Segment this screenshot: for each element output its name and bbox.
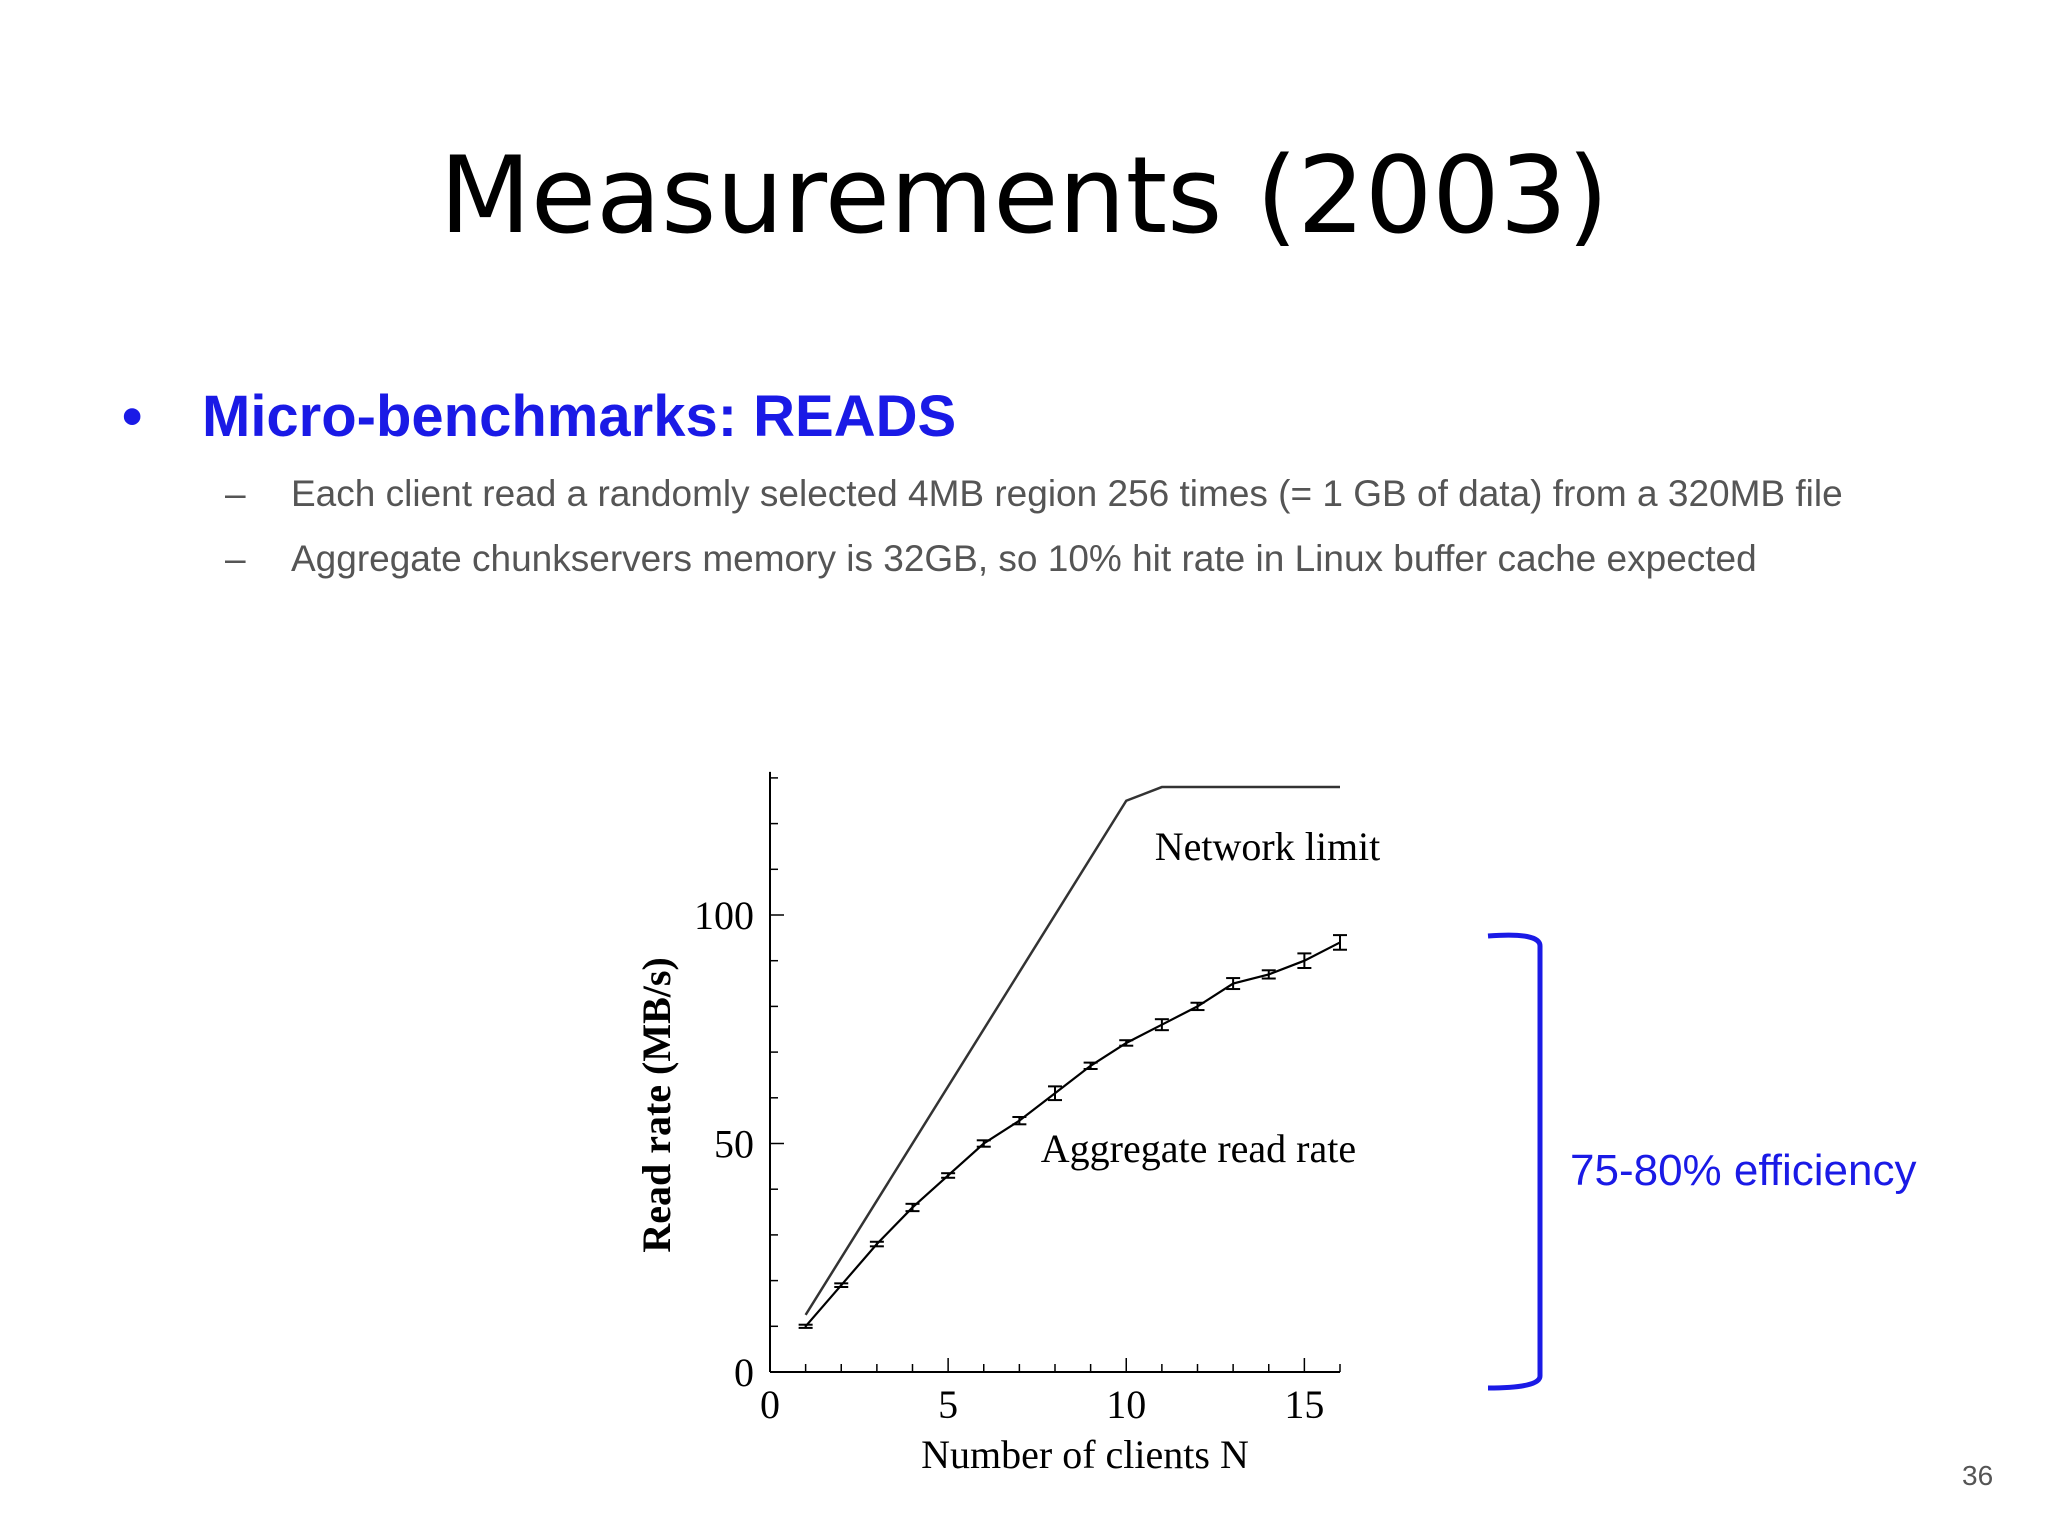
y-tick-label: 100 — [694, 893, 754, 938]
y-tick-label: 0 — [734, 1350, 754, 1395]
sub-dash-2: – — [225, 538, 246, 579]
x-tick-label: 10 — [1106, 1382, 1146, 1427]
efficiency-annotation: 75-80% efficiency — [1570, 1146, 1917, 1195]
chart-series — [798, 785, 1347, 1329]
aggregate-read-rate-label: Aggregate read rate — [1041, 1126, 1356, 1171]
network-limit-label: Network limit — [1155, 824, 1381, 869]
chart-axes — [769, 771, 1341, 1373]
bullet-symbol: • — [122, 384, 143, 449]
chart-labels: 0 50 100 0 5 10 15 Number of clients N Read rate… — [634, 824, 1380, 1477]
sub-dash-1: – — [225, 473, 246, 514]
main-bullet-text: Micro-benchmarks: READS — [202, 384, 957, 449]
slide-title: Measurements (2003) — [439, 134, 1609, 257]
read-rate-chart: 0 50 100 0 5 10 15 Number of clients N Read rate… — [634, 771, 1380, 1477]
aggregate-read-rate-line — [804, 941, 1341, 1328]
x-tick-label: 15 — [1284, 1382, 1324, 1427]
x-tick-label: 5 — [938, 1382, 958, 1427]
sub-bullet-2: – Aggregate chunkservers memory is 32GB, … — [225, 537, 1757, 581]
page-number: 36 — [1962, 1460, 1994, 1491]
bracket-path — [1487, 932, 1543, 1391]
sub-bullet-1: – Each client read a randomly selected 4M… — [225, 472, 1843, 516]
y-tick-label: 50 — [714, 1122, 754, 1167]
x-tick-label: 0 — [760, 1382, 780, 1427]
x-axis-label: Number of clients N — [921, 1432, 1249, 1477]
sub-bullet-1-text: Each client read a randomly selected 4MB… — [291, 473, 1843, 514]
network-limit-line — [804, 785, 1340, 1316]
efficiency-bracket — [1487, 932, 1543, 1391]
main-bullet: • Micro-benchmarks: READS — [122, 382, 956, 452]
sub-bullet-2-text: Aggregate chunkservers memory is 32GB, s… — [291, 538, 1757, 579]
y-axis-label: Read rate (MB/s) — [634, 957, 679, 1252]
